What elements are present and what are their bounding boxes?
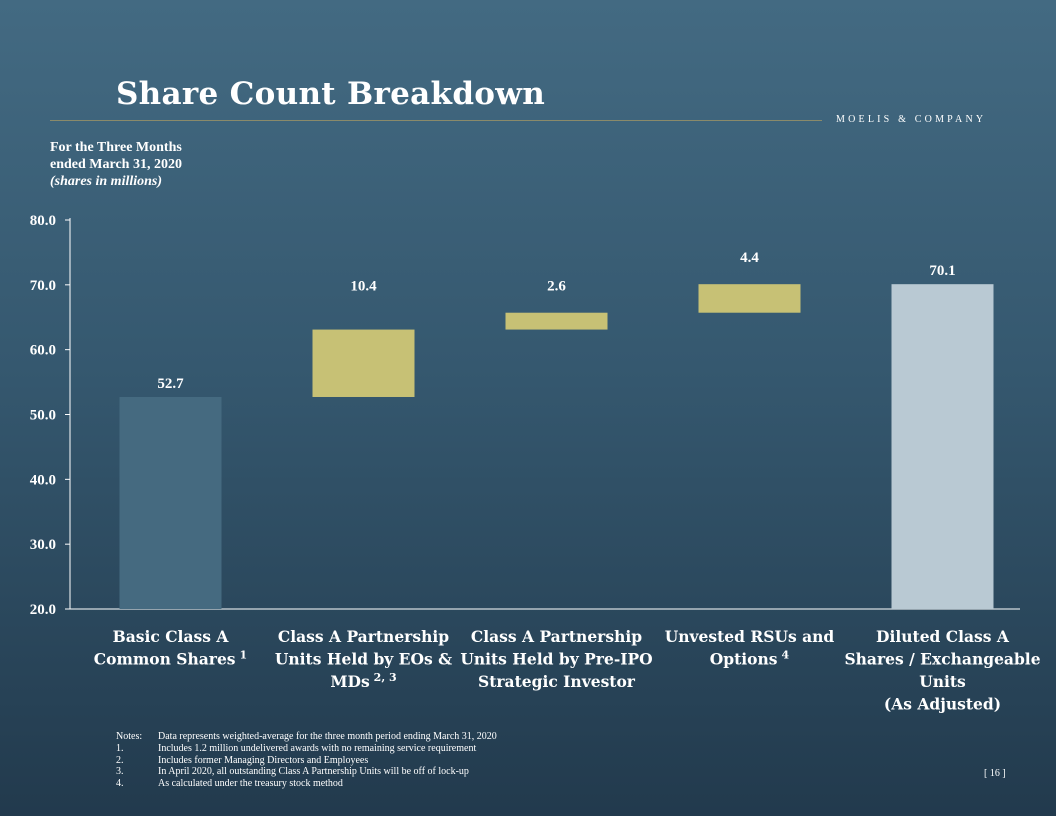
subtitle-units: (shares in millions) [50, 174, 163, 189]
total-bar [891, 284, 994, 609]
note-number: 1. [116, 742, 124, 754]
y-tick-label: 20.0 [30, 602, 56, 618]
category-label: Basic Class A Common Shares 1 [94, 627, 247, 669]
note-item: 1. Includes 1.2 million undelivered awar… [116, 743, 497, 755]
note-item: 4. As calculated under the treasury stoc… [116, 778, 497, 790]
waterfall-chart: 80.0 70.0 60.0 50.0 40.0 30.0 20.0 52.7 10.4 2.6 4… [30, 213, 1040, 714]
data-label: 10.4 [350, 279, 377, 295]
note-item: 2. Includes former Managing Directors an… [116, 755, 497, 767]
note-text: As calculated under the treasury stock m… [158, 778, 343, 790]
company-logo: MOELIS & COMPANY [836, 114, 987, 125]
footnotes: Notes: Data represents weighted-average … [116, 731, 497, 790]
subtitle-line-1: For the Three Months [50, 140, 182, 155]
subtitle-line-2: ended March 31, 2020 [50, 157, 182, 172]
note-number: 3. [116, 766, 124, 778]
note-text: Includes 1.2 million undelivered awards … [158, 742, 477, 754]
y-tick-label: 40.0 [30, 472, 56, 488]
y-tick-label: 60.0 [30, 343, 56, 359]
base-bar [119, 396, 222, 609]
note-main: Notes: Data represents weighted-average … [116, 731, 497, 743]
note-number: 2. [116, 754, 124, 766]
note-main-text: Data represents weighted-average for the… [158, 731, 497, 742]
data-label: 4.4 [740, 250, 759, 266]
category-label: Diluted Class A Shares / Exchangeable Unit… [844, 627, 1040, 714]
page-title: Share Count Breakdown [116, 76, 546, 112]
note-text: In April 2020, all outstanding Class A P… [158, 766, 469, 778]
y-tick-label: 30.0 [30, 537, 56, 553]
y-tick-label: 80.0 [30, 213, 56, 229]
note-number: 4. [116, 778, 124, 790]
page-number: [ 16 ] [984, 768, 1006, 779]
data-label: 70.1 [929, 263, 955, 279]
waterfall-increment-bar [312, 329, 415, 397]
y-tick-label: 70.0 [30, 278, 56, 294]
title-divider [50, 120, 822, 121]
waterfall-increment-bar [698, 284, 801, 313]
category-label: Class A Partnership Units Held by EOs & MD… [275, 627, 452, 691]
y-tick-label: 50.0 [30, 408, 56, 424]
data-label: 52.7 [157, 376, 184, 392]
note-item: 3. In April 2020, all outstanding Class … [116, 766, 497, 778]
category-label: Class A Partnership Units Held by Pre-IPO… [460, 627, 652, 691]
chart-subtitle: For the Three Months ended March 31, 202… [50, 139, 310, 190]
data-label: 2.6 [547, 279, 566, 295]
note-heading: Notes: [116, 731, 143, 742]
waterfall-increment-bar [505, 312, 608, 330]
note-text: Includes former Managing Directors and E… [158, 754, 369, 766]
category-label: Unvested RSUs and Options 4 [665, 627, 835, 669]
